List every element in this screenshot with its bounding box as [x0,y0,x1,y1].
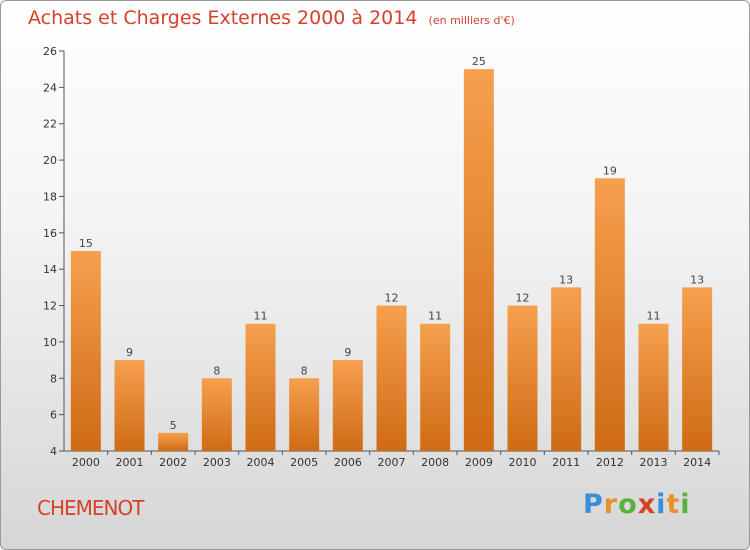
x-tick-label: 2011 [552,456,580,469]
bars [70,69,713,452]
data-label-2014: 13 [690,273,704,286]
x-tick-label: 2007 [378,456,406,469]
x-tick-label: 2012 [596,456,624,469]
data-labels: 15 9 5 8 11 8 9 12 11 25 12 13 19 11 13 [79,55,704,432]
bar-2012 [594,178,625,452]
y-tick-label: 14 [43,263,57,276]
bar-2003 [201,378,232,451]
x-tick-label: 2010 [509,456,537,469]
data-label-2002: 5 [170,419,177,432]
logo-letter: t [666,489,681,520]
logo-letter: i [656,489,667,520]
x-tick-label: 2009 [465,456,493,469]
logo-letter: r [603,489,619,520]
data-label-2001: 9 [126,346,133,359]
x-tick-label: 2004 [247,456,275,469]
data-label-2008: 11 [428,310,442,323]
bar-2002 [158,432,189,451]
data-label-2009: 25 [472,55,486,68]
logo-letter: P [583,489,604,520]
data-label-2007: 12 [385,292,399,305]
x-tick-label: 2002 [159,456,187,469]
y-tick-label: 8 [50,372,57,385]
data-label-2012: 19 [603,164,617,177]
data-label-2004: 11 [254,310,268,323]
bar-2013 [638,323,669,451]
bar-2007 [376,305,407,451]
bar-2006 [332,360,363,451]
proxiti-logo: Proxiti [583,489,691,520]
town-name: CHEMENOT [37,496,144,520]
y-tick-label: 20 [43,154,57,167]
chart-title: Achats et Charges Externes 2000 à 2014 [28,7,418,29]
x-tick-label: 2006 [334,456,362,469]
data-label-2013: 11 [647,310,661,323]
x-tick-label: 2003 [203,456,231,469]
data-label-2011: 13 [559,273,573,286]
x-tick-label: 2001 [116,456,144,469]
logo-letter: x [637,489,657,520]
logo-letter: o [618,489,638,520]
bar-2001 [114,360,145,451]
x-tick-label: 2000 [72,456,100,469]
bar-2010 [507,305,538,451]
data-label-2010: 12 [516,292,530,305]
y-tick-label: 22 [43,118,57,131]
x-tick-label: 2014 [683,456,711,469]
bar-2009 [463,69,494,451]
x-tick-label: 2008 [421,456,449,469]
y-tick-label: 24 [43,81,57,94]
y-tick-label: 4 [50,445,57,458]
y-tick-label: 12 [43,300,57,313]
bar-2005 [289,378,320,451]
bar-2004 [245,323,276,451]
y-tick-label: 10 [43,336,57,349]
title-block: Achats et Charges Externes 2000 à 2014 (… [28,7,515,29]
bar-2014 [682,287,713,451]
y-tick-label: 16 [43,227,57,240]
x-tick-label: 2005 [290,456,318,469]
chart-subtitle: (en milliers d'€) [428,14,515,27]
bar-2000 [70,251,101,451]
data-label-2005: 8 [301,364,308,377]
bar-2011 [551,287,582,451]
y-tick-label: 18 [43,190,57,203]
logo-letter: i [680,489,691,520]
bar-2008 [420,323,451,451]
y-tick-label: 26 [43,45,57,58]
data-label-2003: 8 [213,364,220,377]
x-tick-label: 2013 [640,456,668,469]
data-label-2000: 15 [79,237,93,250]
y-tick-label: 6 [50,409,57,422]
data-label-2006: 9 [344,346,351,359]
